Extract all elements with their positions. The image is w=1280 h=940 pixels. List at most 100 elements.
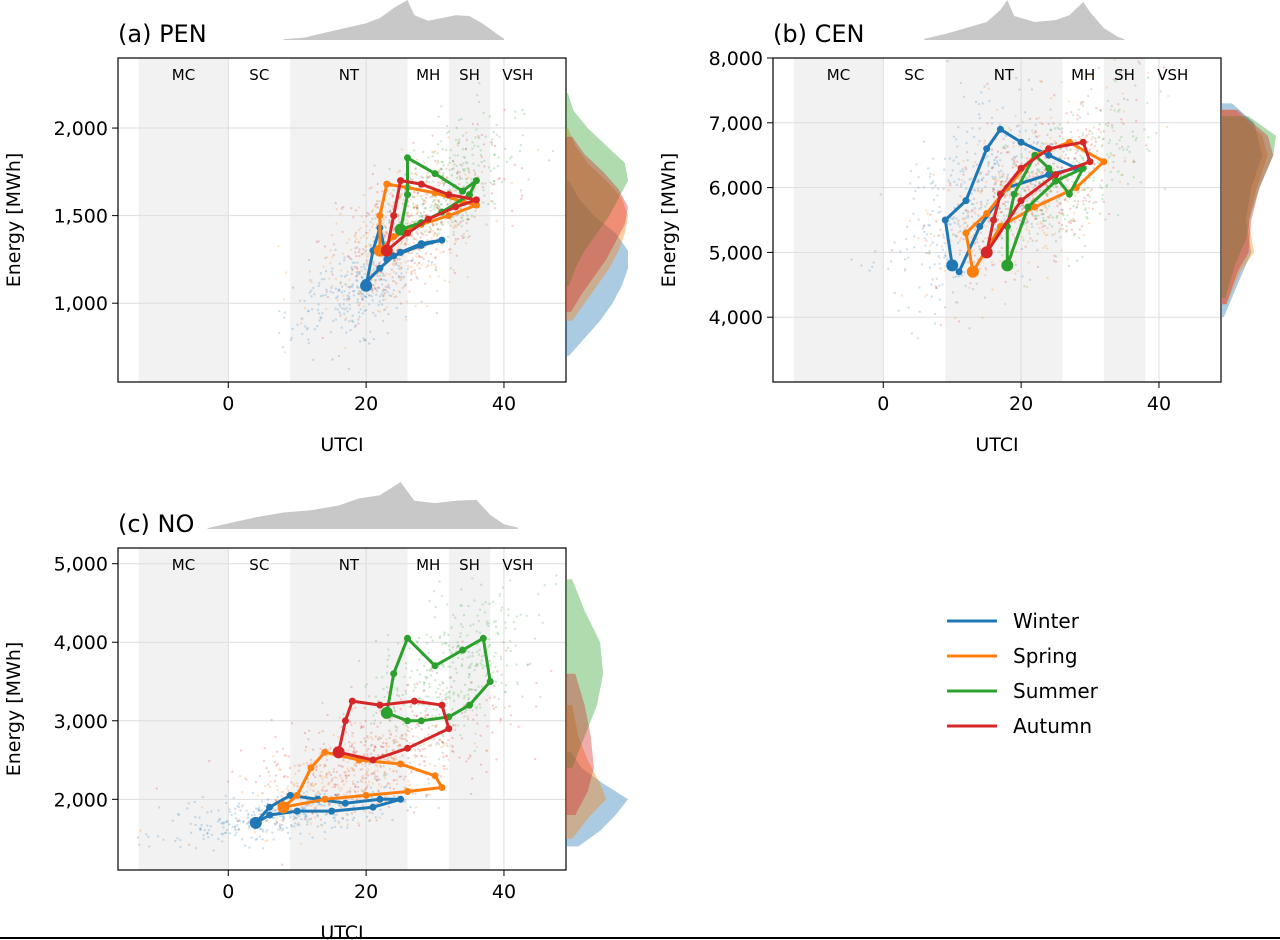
scatter-point-winter: [922, 186, 926, 189]
scatter-point-spring: [1122, 110, 1126, 113]
scatter-point-winter: [203, 829, 206, 832]
scatter-point-summer: [445, 692, 449, 695]
scatter-point-summer: [551, 150, 555, 153]
scatter-point-spring: [398, 736, 402, 740]
scatter-point-winter: [187, 802, 190, 805]
scatter-point-autumn: [363, 737, 366, 740]
scatter-point-spring: [1112, 129, 1115, 133]
scatter-point-autumn: [366, 211, 369, 215]
scatter-point-summer: [419, 673, 422, 676]
scatter-point-summer: [1048, 223, 1051, 226]
scatter-point-summer: [414, 686, 417, 689]
scatter-point-summer: [543, 584, 546, 587]
scatter-point-spring: [413, 191, 416, 194]
scatter-point-winter: [335, 793, 338, 797]
scatter-point-summer: [1128, 150, 1131, 154]
scatter-point-spring: [278, 768, 281, 771]
scatter-point-winter: [960, 274, 964, 277]
scatter-point-autumn: [281, 747, 285, 750]
scatter-point-spring: [973, 161, 977, 164]
scatter-point-summer: [1002, 146, 1005, 150]
scatter-point-summer: [373, 164, 376, 167]
scatter-point-spring: [285, 754, 288, 757]
scatter-point-autumn: [265, 766, 268, 770]
scatter-point-autumn: [437, 206, 440, 209]
scatter-point-summer: [1035, 214, 1038, 218]
scatter-point-spring: [396, 740, 399, 744]
scatter-point-autumn: [1013, 220, 1017, 224]
scatter-point-spring: [1039, 79, 1042, 82]
scatter-point-autumn: [321, 788, 324, 792]
scatter-point-winter: [242, 819, 245, 823]
scatter-point-autumn: [1011, 166, 1015, 169]
scatter-point-summer: [369, 744, 372, 747]
scatter-point-winter: [992, 195, 995, 198]
scatter-point-autumn: [418, 267, 421, 270]
scatter-point-autumn: [418, 750, 422, 753]
scatter-point-summer: [437, 696, 441, 699]
scatter-point-autumn: [492, 707, 496, 710]
scatter-point-summer: [1001, 254, 1004, 257]
scatter-point-autumn: [1031, 197, 1035, 201]
scatter-point-spring: [1060, 81, 1063, 84]
scatter-point-autumn: [274, 774, 278, 777]
scatter-point-summer: [478, 82, 481, 85]
scatter-point-winter: [371, 288, 374, 291]
scatter-point-spring: [357, 241, 360, 244]
scatter-point-autumn: [957, 320, 961, 323]
scatter-point-autumn: [934, 285, 937, 288]
scatter-point-summer: [512, 620, 516, 624]
scatter-point-autumn: [361, 297, 364, 301]
scatter-point-winter: [943, 256, 946, 259]
scatter-point-summer: [382, 765, 385, 768]
scatter-point-autumn: [329, 795, 333, 798]
scatter-point-winter: [291, 286, 295, 289]
scatter-point-spring: [1022, 121, 1025, 124]
scatter-point-summer: [419, 711, 422, 715]
scatter-point-spring: [385, 306, 388, 309]
scatter-point-spring: [429, 762, 432, 766]
scatter-point-summer: [466, 717, 470, 721]
scatter-point-summer: [1134, 84, 1137, 87]
scatter-point-autumn: [429, 195, 432, 199]
scatter-point-winter: [259, 828, 262, 831]
scatter-point-autumn: [1066, 157, 1070, 160]
scatter-point-spring: [327, 781, 330, 784]
scatter-point-spring: [321, 775, 324, 778]
scatter-point-autumn: [1162, 66, 1166, 69]
series-marker-spring: [390, 233, 398, 241]
scatter-point-summer: [436, 152, 439, 155]
scatter-point-winter: [959, 170, 962, 173]
scatter-point-summer: [1092, 179, 1095, 182]
legend-label-winter: Winter: [1013, 609, 1080, 633]
scatter-point-winter: [247, 820, 250, 823]
series-marker-autumn: [383, 247, 391, 255]
scatter-point-winter: [225, 820, 229, 823]
scatter-point-summer: [429, 206, 432, 209]
scatter-point-spring: [1013, 164, 1017, 168]
scatter-point-autumn: [992, 196, 996, 199]
scatter-point-summer: [440, 203, 443, 206]
x-tick-label: 0: [222, 881, 234, 903]
scatter-point-summer: [1073, 199, 1077, 203]
scatter-point-summer: [1098, 123, 1101, 126]
scatter-point-winter: [920, 263, 924, 266]
scatter-point-summer: [438, 168, 441, 172]
scatter-point-winter: [948, 222, 951, 225]
scatter-point-spring: [383, 225, 386, 228]
scatter-point-autumn: [1037, 162, 1040, 165]
scatter-point-autumn: [283, 774, 286, 778]
scatter-point-autumn: [1058, 202, 1061, 205]
scatter-point-winter: [360, 265, 363, 269]
scatter-point-autumn: [367, 213, 371, 216]
scatter-point-winter: [279, 814, 282, 818]
scatter-point-winter: [369, 244, 373, 247]
scatter-point-spring: [1039, 121, 1042, 125]
scatter-point-winter: [306, 820, 309, 823]
scatter-point-spring: [958, 239, 961, 242]
scatter-point-autumn: [1024, 245, 1027, 248]
scatter-point-summer: [1089, 130, 1092, 133]
scatter-point-summer: [1001, 180, 1004, 183]
scatter-point-summer: [462, 185, 465, 188]
